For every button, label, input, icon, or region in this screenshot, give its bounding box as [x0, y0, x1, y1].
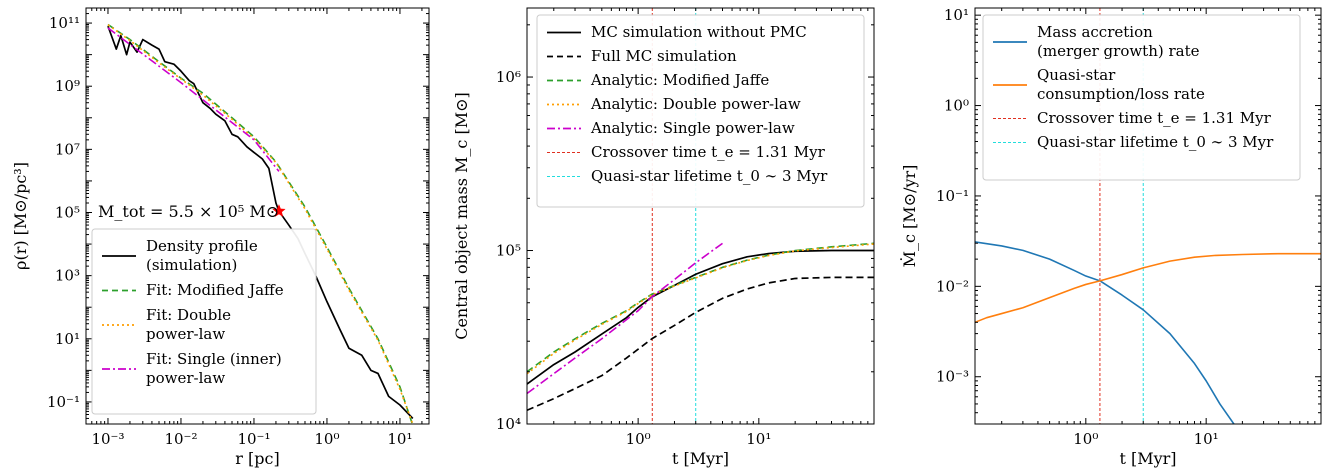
- y-axis-label: ρ(r) [M⊙/pc³]: [11, 162, 30, 270]
- legend: Density profile(simulation) Fit: Modified…: [91, 228, 317, 415]
- plot-area: [107, 23, 414, 424]
- x-tick-label: 10⁰: [626, 430, 651, 448]
- y-tick-label: 10¹: [944, 6, 969, 24]
- y-tick-label: 10¹: [55, 330, 80, 348]
- series-line-4: [527, 243, 874, 375]
- plot-area: [975, 241, 1321, 424]
- y-axis-label: Ṁ_c [M⊙/yr]: [899, 165, 919, 268]
- x-tick-label: 10¹: [746, 430, 771, 448]
- y-tick-label: 10⁰: [944, 97, 969, 115]
- y-tick-label: 10⁴: [496, 415, 521, 433]
- legend-box: [536, 14, 865, 208]
- plot-area: [527, 242, 874, 412]
- x-tick-label: 10⁰: [1073, 430, 1098, 448]
- x-tick-label: 10⁰: [314, 430, 339, 448]
- x-axis-label: r [pc]: [235, 449, 279, 468]
- star-marker: [272, 203, 286, 218]
- legend-entry-label: Mass accretion: [1037, 23, 1153, 41]
- y-tick-label: 10⁻³: [936, 368, 969, 386]
- legend-box: [91, 228, 317, 415]
- series-line-1: [975, 241, 1235, 424]
- legend-entry-label: (simulation): [146, 256, 237, 274]
- y-tick-label: 10⁻¹: [936, 187, 969, 205]
- y-tick-label: 10⁵: [496, 242, 521, 260]
- legend-entry-label: power-law: [146, 369, 225, 387]
- x-tick-label: 10⁻¹: [237, 430, 270, 448]
- chart-panel-1: 10⁻³ 10⁻² 10⁻¹ 10⁰ 10¹ 10⁻¹ 10¹ 10³ 10⁵ 10⁷ 10⁹ 10¹…: [11, 7, 430, 468]
- mass-annotation: M_tot = 5.5 × 10⁵ M⊙: [98, 202, 279, 221]
- series-line-2: [975, 252, 1321, 324]
- y-tick-label: 10⁵: [55, 203, 80, 221]
- y-tick-label: 10¹¹: [49, 14, 80, 32]
- x-tick-label: 10⁻³: [91, 430, 124, 448]
- y-axis-label: Central object mass M_c [M⊙]: [452, 92, 471, 340]
- legend-entry-label: Crossover time t_e = 1.31 Myr: [591, 143, 826, 161]
- x-tick-label: 10¹: [1194, 430, 1219, 448]
- legend-entry-label: Analytic: Single power-law: [590, 119, 795, 137]
- legend-entry-label: Quasi-star lifetime t_0 ∼ 3 Myr: [1037, 133, 1274, 151]
- y-tick-label: 10³: [55, 267, 80, 285]
- legend-entry-label: Fit: Modified Jaffe: [146, 281, 284, 299]
- x-tick-label: 10¹: [387, 430, 412, 448]
- legend-entry-label: Analytic: Double power-law: [590, 95, 801, 113]
- x-axis-label: t [Myr]: [1119, 449, 1176, 468]
- series-line-5: [527, 242, 723, 395]
- legend-entry-label: Fit: Single (inner): [146, 350, 282, 368]
- series-line-4: [107, 27, 280, 172]
- axes-frame: [526, 7, 875, 425]
- legend-entry-label: MC simulation without PMC: [591, 23, 807, 41]
- y-tick-label: 10⁷: [55, 140, 80, 158]
- legend-entry-label: power-law: [146, 325, 225, 343]
- legend: MC simulation without PMC Full MC simulat…: [536, 14, 865, 208]
- chart-panel-3: 10⁰ 10¹ 10⁻³ 10⁻² 10⁻¹ 10⁰ 10¹ t [Myr] Ṁ_c [M⊙/y…: [899, 6, 1322, 468]
- series-line-3: [107, 24, 414, 424]
- legend-entry-label: Crossover time t_e = 1.31 Myr: [1037, 109, 1272, 127]
- y-tick-label: 10⁶: [496, 68, 521, 86]
- legend: Mass accretion(merger growth) rate Quasi-…: [982, 14, 1301, 181]
- legend-box: [982, 14, 1301, 181]
- series-line-1: [107, 25, 414, 420]
- y-tick-label: 10⁹: [55, 77, 80, 95]
- x-tick-label: 10⁻²: [164, 430, 197, 448]
- legend-entry-label: consumption/loss rate: [1037, 85, 1205, 103]
- series-line-2: [527, 276, 874, 412]
- legend-entry-label: Quasi-star: [1037, 66, 1116, 84]
- legend-entry-label: Fit: Double: [146, 306, 231, 324]
- legend-entry-label: Density profile: [146, 237, 258, 255]
- x-axis-label: t [Myr]: [672, 449, 729, 468]
- y-tick-label: 10⁻²: [936, 277, 969, 295]
- series-line-3: [527, 242, 874, 373]
- legend-entry-label: Full MC simulation: [591, 47, 737, 65]
- legend-entry-label: Quasi-star lifetime t_0 ∼ 3 Myr: [591, 167, 828, 185]
- series-line-1: [527, 249, 874, 385]
- legend-entry-label: Analytic: Modified Jaffe: [590, 71, 769, 89]
- chart-panel-2: 10⁰ 10¹ 10⁴ 10⁵ 10⁶ t [Myr] Central object mas…: [452, 7, 875, 468]
- y-tick-label: 10⁻¹: [47, 393, 80, 411]
- legend-entry-label: (merger growth) rate: [1037, 42, 1200, 60]
